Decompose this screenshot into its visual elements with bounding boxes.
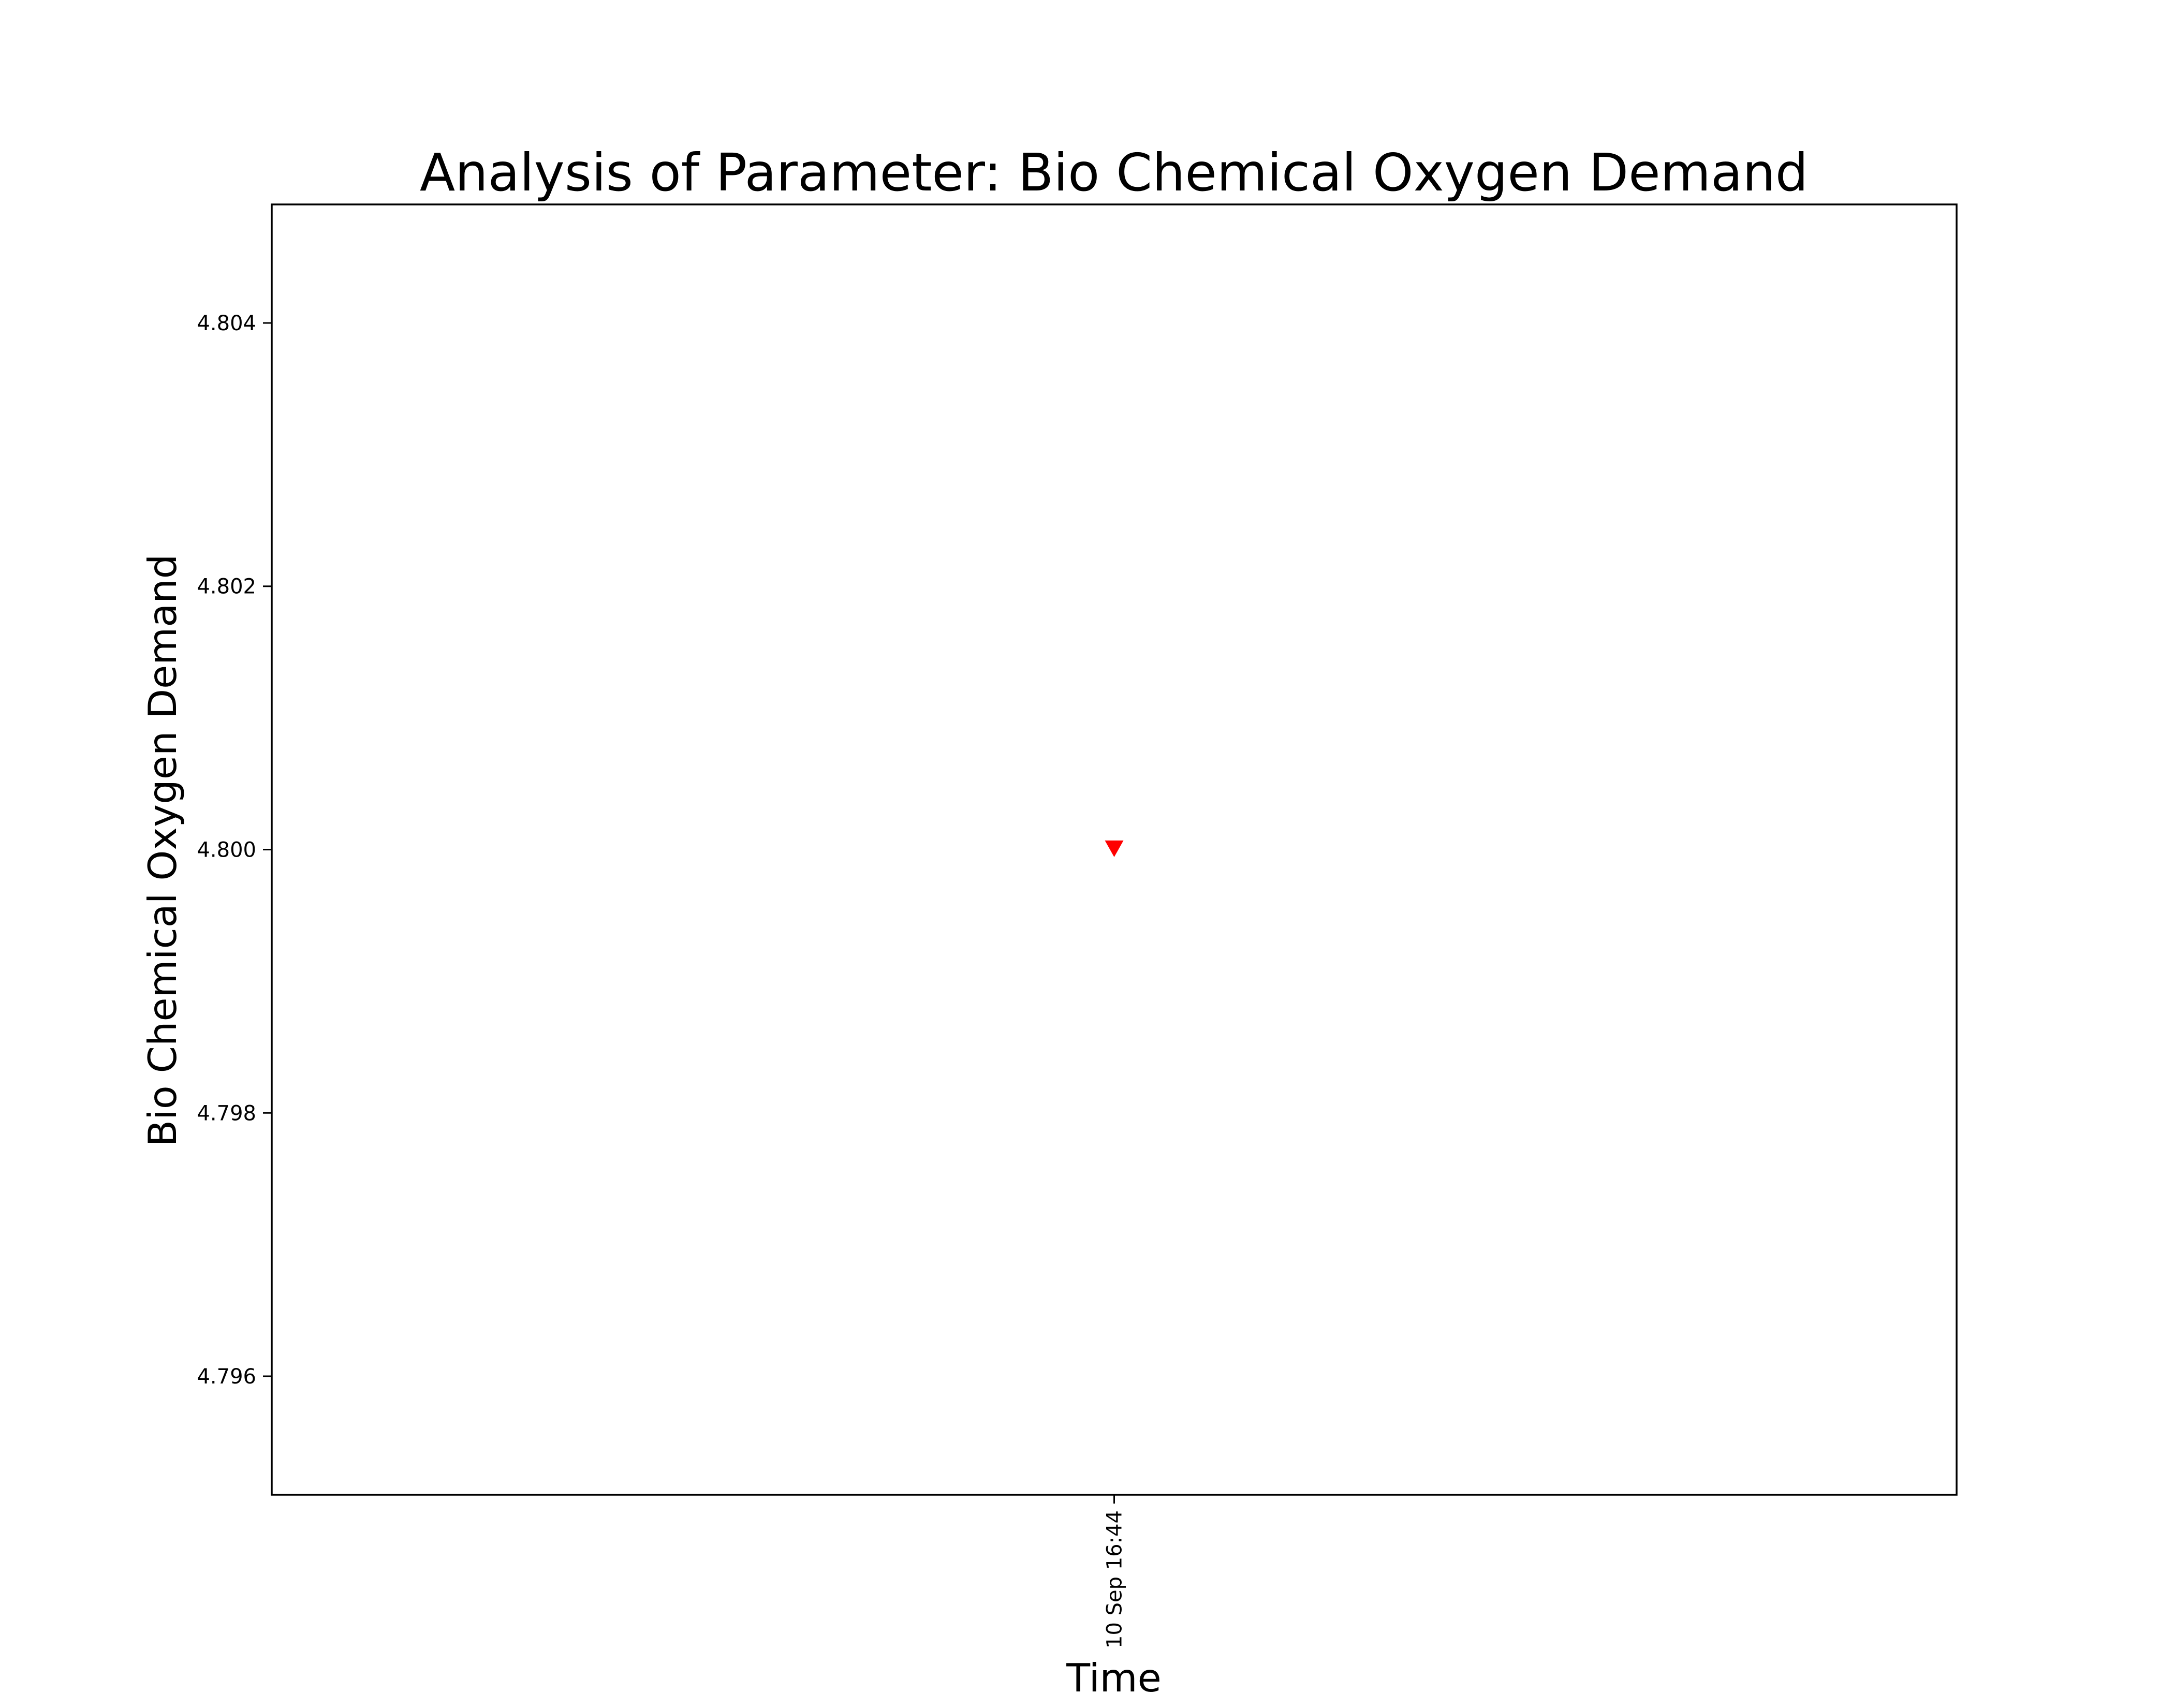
chart-title: Analysis of Parameter: Bio Chemical Oxyg…: [420, 142, 1808, 203]
y-tick-label: 4.804: [197, 312, 256, 335]
data-point-marker: [1105, 840, 1124, 857]
y-tick-label: 4.802: [197, 575, 256, 599]
data-points: [1105, 840, 1124, 857]
y-tick-label: 4.798: [197, 1101, 256, 1125]
plot-area-frame: [271, 203, 1958, 1496]
y-axis-ticks: 4.796 4.798 4.800 4.802 4.804: [197, 312, 272, 1389]
y-tick-label: 4.800: [197, 838, 256, 862]
x-axis-ticks: 10 Sep 16:44: [1103, 1495, 1127, 1648]
x-axis-label: Time: [1066, 1655, 1162, 1701]
x-tick-label: 10 Sep 16:44: [1103, 1510, 1127, 1648]
y-axis-label: Bio Chemical Oxygen Demand: [140, 554, 185, 1147]
y-tick-label: 4.796: [197, 1365, 256, 1389]
